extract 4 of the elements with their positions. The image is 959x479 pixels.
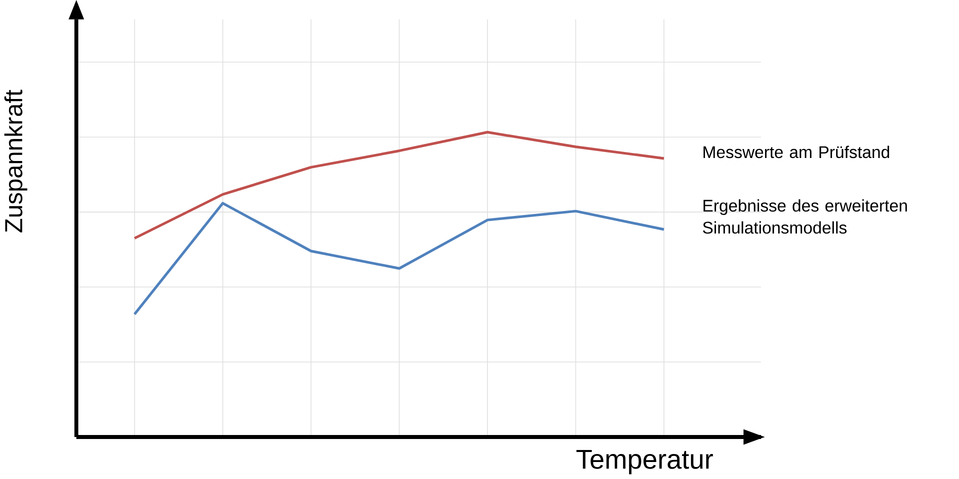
y-axis-title: Zuspannkraft [4,90,28,233]
text: Ergebnisse des erweiterten Simulationsmodells [702,199,907,234]
x-axis-title: Temperatur [576,450,713,474]
text: Messwerte am Prüfstand [704,146,890,158]
